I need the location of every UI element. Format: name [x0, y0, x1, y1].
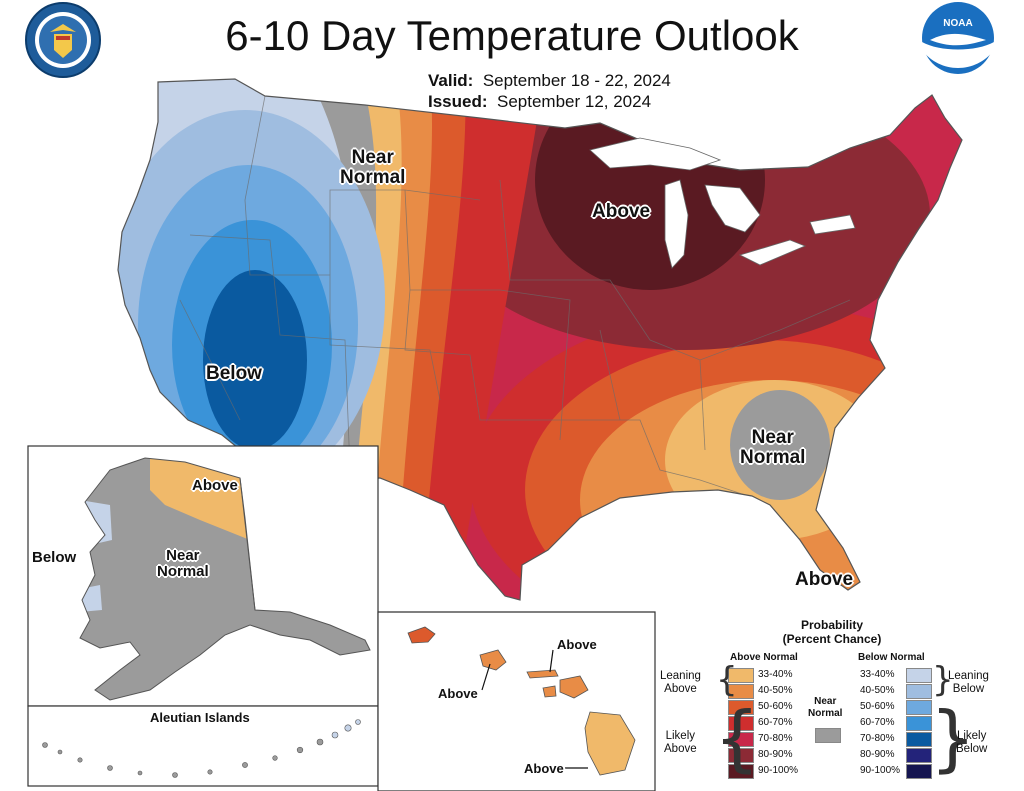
- state-lines: [179, 95, 851, 501]
- band-near-normal-se: [730, 390, 830, 500]
- label-near-normal-west: Near Normal: [340, 147, 406, 188]
- aleutian-inset-frame: [27, 705, 379, 787]
- commerce-seal-icon: [25, 2, 101, 78]
- label-near-normal-southeast: Near Normal: [740, 427, 806, 468]
- legend-below-header: Below Normal: [858, 652, 925, 663]
- below-range-2: 40-50%: [860, 685, 895, 696]
- below-range-1: 33-40%: [860, 669, 895, 680]
- above-swatch-4: [728, 716, 754, 731]
- hawaii-big-island: [584, 711, 636, 776]
- maui: [559, 675, 589, 699]
- legend-title-line1: Probability: [800, 618, 863, 632]
- label-alaska-near-normal: Near Normal: [157, 547, 209, 580]
- noaa-logo-text: NOAA: [943, 18, 972, 29]
- below-range-3: 50-60%: [860, 701, 895, 712]
- above-range-4: 60-70%: [758, 717, 793, 728]
- above-range-5: 70-80%: [758, 733, 793, 744]
- hawaii-map: [407, 626, 636, 776]
- lake-ontario: [809, 214, 856, 235]
- alaska-above-33-40: [150, 458, 250, 540]
- probability-legend: Probability (Percent Chance) Above Norma…: [640, 612, 1024, 791]
- page-title: 6-10 Day Temperature Outlook: [225, 12, 799, 59]
- issued-date: September 12, 2024: [496, 92, 652, 111]
- lake-huron: [704, 184, 761, 233]
- band-below-70-80: [203, 270, 307, 450]
- below-range-4: 60-70%: [860, 717, 895, 728]
- valid-row: Valid: September 18 - 22, 2024: [428, 71, 671, 91]
- below-range-6: 80-90%: [860, 749, 895, 760]
- below-swatch-6: [906, 748, 932, 763]
- noaa-logo-icon: NOAA: [922, 2, 994, 74]
- above-range-7: 90-100%: [758, 765, 799, 776]
- label-alaska-above: Above: [192, 477, 238, 494]
- above-swatch-6: [728, 748, 754, 763]
- lake-michigan: [664, 179, 689, 269]
- label-hawaii-above-2: Above: [438, 686, 478, 701]
- label-alaska-below: Below: [32, 549, 77, 566]
- label-aleutian-islands: Aleutian Islands: [150, 710, 250, 725]
- valid-dates: September 18 - 22, 2024: [482, 71, 671, 90]
- above-range-2: 40-50%: [758, 685, 793, 696]
- legend-above-header: Above Normal: [730, 652, 798, 663]
- label-hawaii-above-3: Above: [524, 761, 564, 776]
- below-swatch-1: [906, 668, 932, 683]
- aleutian-islands-map: [42, 738, 324, 778]
- legend-near-normal-label: Near Normal: [808, 696, 843, 719]
- legend-near-normal-swatch: [815, 728, 841, 743]
- label-above-midwest: Above: [592, 201, 651, 222]
- below-swatch-3: [906, 700, 932, 715]
- label-above-florida: Above: [795, 569, 854, 590]
- kauai: [407, 626, 436, 644]
- above-swatch-1: [728, 668, 754, 683]
- oahu: [479, 649, 507, 671]
- hawaii-inset-frame: [377, 611, 656, 791]
- label-below-southwest: Below: [206, 363, 262, 384]
- above-swatch-3: [728, 700, 754, 715]
- issued-row: Issued: September 12, 2024: [428, 92, 651, 112]
- legend-likely-below: Likely Below: [956, 730, 988, 756]
- below-range-7: 90-100%: [860, 765, 901, 776]
- lake-erie: [738, 239, 807, 266]
- issued-label: Issued:: [428, 92, 488, 111]
- above-range-3: 50-60%: [758, 701, 793, 712]
- above-range-1: 33-40%: [758, 669, 793, 680]
- above-swatch-2: [728, 684, 754, 699]
- legend-leaning-above: Leaning Above: [660, 670, 701, 696]
- above-swatch-5: [728, 732, 754, 747]
- below-swatch-7: [906, 764, 932, 779]
- legend-leaning-below: Leaning Below: [948, 670, 989, 696]
- conus-outline: [117, 78, 963, 601]
- lanai: [542, 685, 557, 698]
- below-range-5: 70-80%: [860, 733, 895, 744]
- valid-label: Valid:: [428, 71, 474, 90]
- legend-likely-above: Likely Above: [664, 730, 697, 756]
- below-swatch-2: [906, 684, 932, 699]
- great-lakes: [589, 137, 856, 269]
- lake-superior: [589, 137, 722, 171]
- label-hawaii-above-1: Above: [557, 637, 597, 652]
- above-swatch-7: [728, 764, 754, 779]
- above-range-6: 80-90%: [758, 749, 793, 760]
- below-swatch-5: [906, 732, 932, 747]
- legend-title-line2: (Percent Chance): [782, 632, 882, 646]
- below-swatch-4: [906, 716, 932, 731]
